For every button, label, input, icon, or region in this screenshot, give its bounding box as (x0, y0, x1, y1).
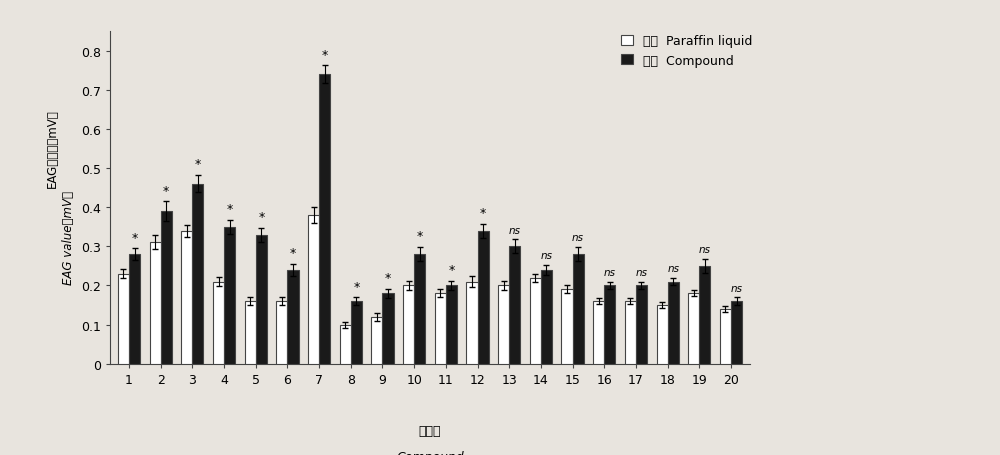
Bar (699, 266, 710, 364)
Bar (161, 212, 172, 364)
Bar (731, 302, 742, 364)
Bar (688, 293, 699, 364)
Bar (213, 282, 224, 364)
Bar (340, 325, 351, 364)
Bar (593, 302, 604, 364)
Bar (509, 247, 520, 364)
Bar (573, 255, 584, 364)
Bar (150, 243, 161, 364)
Bar (720, 309, 731, 364)
Text: EAG反应値（mV）: EAG反应値（mV） (46, 109, 59, 187)
Text: *: * (353, 280, 359, 293)
Bar (657, 305, 668, 364)
Text: Compound: Compound (396, 450, 464, 455)
Bar (256, 235, 267, 364)
Bar (446, 286, 457, 364)
Bar (435, 293, 446, 364)
Text: *: * (448, 263, 455, 277)
Bar (604, 286, 615, 364)
Bar (118, 274, 129, 364)
Bar (530, 278, 541, 364)
Text: ns: ns (731, 283, 743, 293)
Text: ns: ns (509, 225, 521, 235)
Text: *: * (195, 158, 201, 171)
Bar (192, 184, 203, 364)
Text: ns: ns (572, 233, 584, 243)
Bar (668, 282, 679, 364)
Text: *: * (258, 210, 264, 223)
Text: *: * (226, 202, 233, 216)
Text: *: * (385, 271, 391, 284)
Text: *: * (480, 207, 486, 219)
Bar (382, 293, 394, 364)
Bar (636, 286, 647, 364)
Bar (403, 286, 414, 364)
Text: ns: ns (604, 267, 616, 277)
Bar (319, 75, 330, 364)
Text: ns: ns (540, 251, 552, 261)
Bar (478, 231, 489, 364)
Legend: 对照  Paraffin liquid, 处理  Compound: 对照 Paraffin liquid, 处理 Compound (617, 31, 757, 71)
Text: 化合物: 化合物 (419, 424, 441, 437)
Bar (466, 282, 478, 364)
Bar (625, 302, 636, 364)
Bar (276, 302, 287, 364)
Bar (414, 255, 425, 364)
Bar (308, 216, 319, 364)
Bar (129, 255, 140, 364)
Bar (224, 227, 235, 364)
Bar (541, 270, 552, 364)
Bar (287, 270, 299, 364)
Text: ns: ns (699, 245, 711, 255)
Bar (245, 302, 256, 364)
Text: EAG value（mV）: EAG value（mV） (62, 191, 75, 285)
Bar (181, 231, 192, 364)
Bar (351, 302, 362, 364)
Text: ns: ns (667, 263, 679, 273)
Text: ns: ns (635, 267, 647, 277)
Text: *: * (417, 230, 423, 243)
Bar (561, 290, 573, 364)
Text: *: * (290, 247, 296, 260)
Bar (498, 286, 509, 364)
Text: *: * (131, 231, 138, 244)
Bar (371, 317, 382, 364)
Text: *: * (322, 49, 328, 61)
Text: *: * (163, 184, 169, 197)
